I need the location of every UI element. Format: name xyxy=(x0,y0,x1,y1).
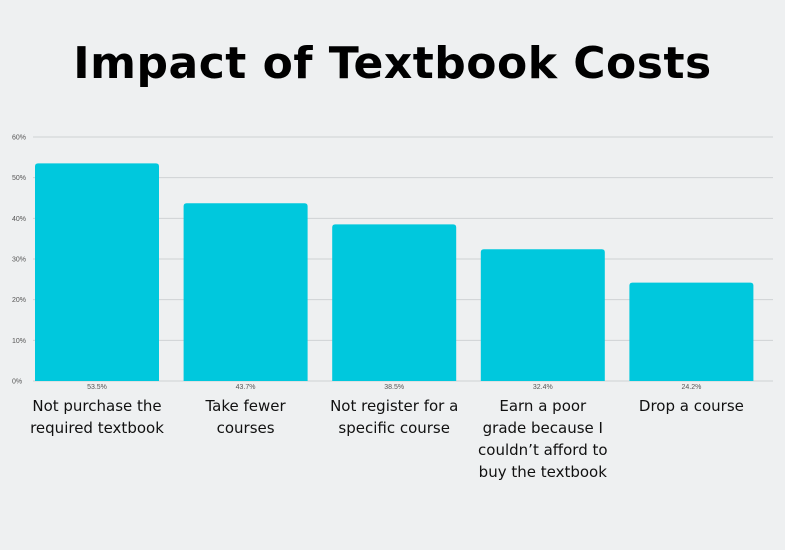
x-tick-label: required textbook xyxy=(30,419,164,437)
x-tick-label: grade because I xyxy=(483,419,603,437)
data-label: 53.5% xyxy=(87,384,107,391)
x-tick-label: Take fewer xyxy=(204,397,286,415)
y-tick-label: 0% xyxy=(12,379,22,386)
bar xyxy=(480,249,605,381)
chart-title: Impact of Textbook Costs xyxy=(73,38,712,89)
data-label: 24.2% xyxy=(681,384,701,391)
y-tick-label: 60% xyxy=(12,135,26,142)
y-tick-label: 20% xyxy=(12,297,26,304)
x-tick-label: courses xyxy=(217,419,275,437)
x-tick-label: Earn a poor xyxy=(499,397,587,415)
bar xyxy=(332,224,457,381)
bar xyxy=(183,203,308,381)
data-label: 38.5% xyxy=(384,384,404,391)
x-tick-label: buy the textbook xyxy=(479,463,608,481)
y-tick-label: 40% xyxy=(12,216,26,223)
x-tick-label: Not register for a xyxy=(330,397,458,415)
data-label: 32.4% xyxy=(533,384,553,391)
y-tick-label: 30% xyxy=(12,257,26,264)
data-label: 43.7% xyxy=(236,384,256,391)
y-tick-label: 50% xyxy=(12,175,26,182)
y-tick-label: 10% xyxy=(12,338,26,345)
x-tick-label: Drop a course xyxy=(639,397,744,415)
bar xyxy=(35,163,159,381)
x-tick-label: specific course xyxy=(338,419,450,437)
x-tick-label: couldn’t afford to xyxy=(478,441,608,459)
bar xyxy=(629,282,754,381)
x-tick-label: Not purchase the xyxy=(32,397,161,415)
